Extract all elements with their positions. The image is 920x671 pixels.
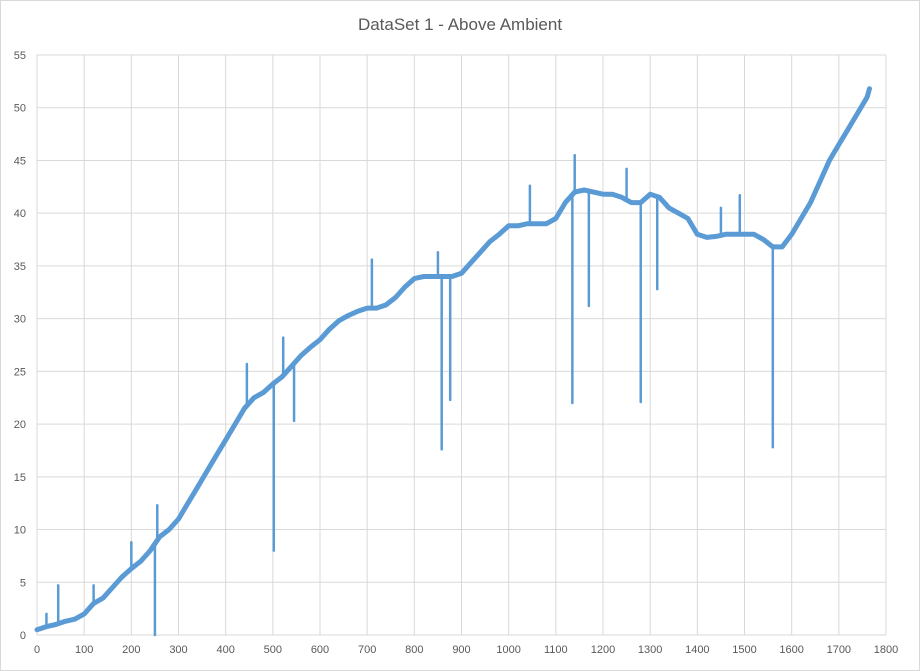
x-tick-label: 200 — [122, 644, 140, 656]
x-tick-label: 100 — [75, 644, 93, 656]
x-tick-label: 1800 — [874, 644, 898, 656]
series-layer — [34, 86, 872, 637]
x-tick-label: 0 — [34, 644, 40, 656]
x-tick-label: 1300 — [638, 644, 662, 656]
gridlines — [36, 54, 887, 636]
x-tick-label: 700 — [358, 644, 376, 656]
y-tick-label: 40 — [14, 208, 26, 220]
x-tick-label: 400 — [216, 644, 234, 656]
y-tick-label: 50 — [14, 103, 26, 115]
x-tick-label: 800 — [405, 644, 423, 656]
y-tick-label: 0 — [20, 630, 26, 642]
x-tick-label: 1700 — [827, 644, 851, 656]
x-tick-label: 1000 — [496, 644, 520, 656]
x-tick-label: 1200 — [591, 644, 615, 656]
y-tick-label: 35 — [14, 261, 26, 273]
y-tick-label: 25 — [14, 366, 26, 378]
y-tick-label: 55 — [14, 50, 26, 62]
y-tick-label: 5 — [20, 577, 26, 589]
x-tick-label: 600 — [311, 644, 329, 656]
x-tick-label: 1100 — [544, 644, 568, 656]
tick-labels: 0 100 200 300 400 500 600 700 800 900 1000 1100 1200… — [14, 50, 898, 656]
x-tick-label: 300 — [169, 644, 187, 656]
x-tick-label: 1500 — [732, 644, 756, 656]
y-tick-label: 15 — [14, 472, 26, 484]
y-tick-label: 20 — [14, 419, 26, 431]
x-tick-label: 500 — [264, 644, 282, 656]
series-line — [34, 86, 872, 633]
x-tick-label: 900 — [452, 644, 470, 656]
y-tick-label: 45 — [14, 155, 26, 167]
y-tick-label: 30 — [14, 314, 26, 326]
x-tick-label: 1400 — [685, 644, 709, 656]
chart-title: DataSet 1 - Above Ambient — [357, 15, 563, 34]
y-tick-label: 10 — [14, 525, 26, 537]
x-tick-label: 1600 — [779, 644, 803, 656]
